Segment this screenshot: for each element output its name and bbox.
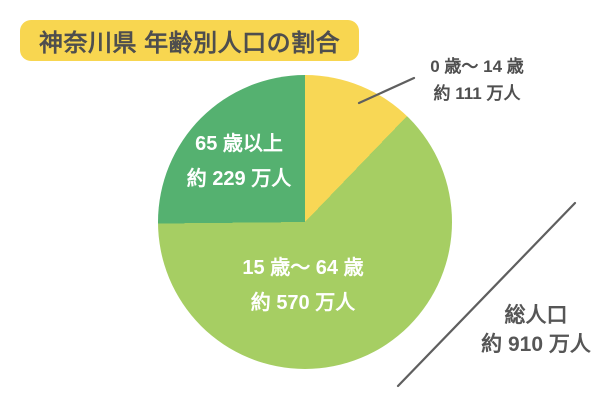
pie-chart xyxy=(158,75,452,369)
slice-value-65-plus: 約 229 万人 xyxy=(186,168,292,190)
page-title: 神奈川県 年齢別人口の割合 xyxy=(39,30,341,57)
total-population-label: 総人口 約 910 万人 xyxy=(481,301,591,359)
slice-label-65-plus: 65 歳以上 約 229 万人 xyxy=(187,127,291,197)
title-badge: 神奈川県 年齢別人口の割合 xyxy=(20,20,360,61)
slice-value-15-64: 約 570 万人 xyxy=(250,292,356,314)
slice-name-65-plus: 65 歳以上 xyxy=(195,133,283,155)
slice-label-0-14: 0 歳〜 14 歳 約 111 万人 xyxy=(430,53,524,107)
total-value: 約 910 万人 xyxy=(481,333,591,356)
slice-name-15-64: 15 歳〜 64 歳 xyxy=(242,257,364,279)
slice-name-0-14: 0 歳〜 14 歳 xyxy=(430,57,524,76)
slice-value-0-14: 約 111 万人 xyxy=(433,84,521,103)
slice-label-15-64: 15 歳〜 64 歳 約 570 万人 xyxy=(242,251,363,321)
total-label: 総人口 xyxy=(504,304,568,327)
